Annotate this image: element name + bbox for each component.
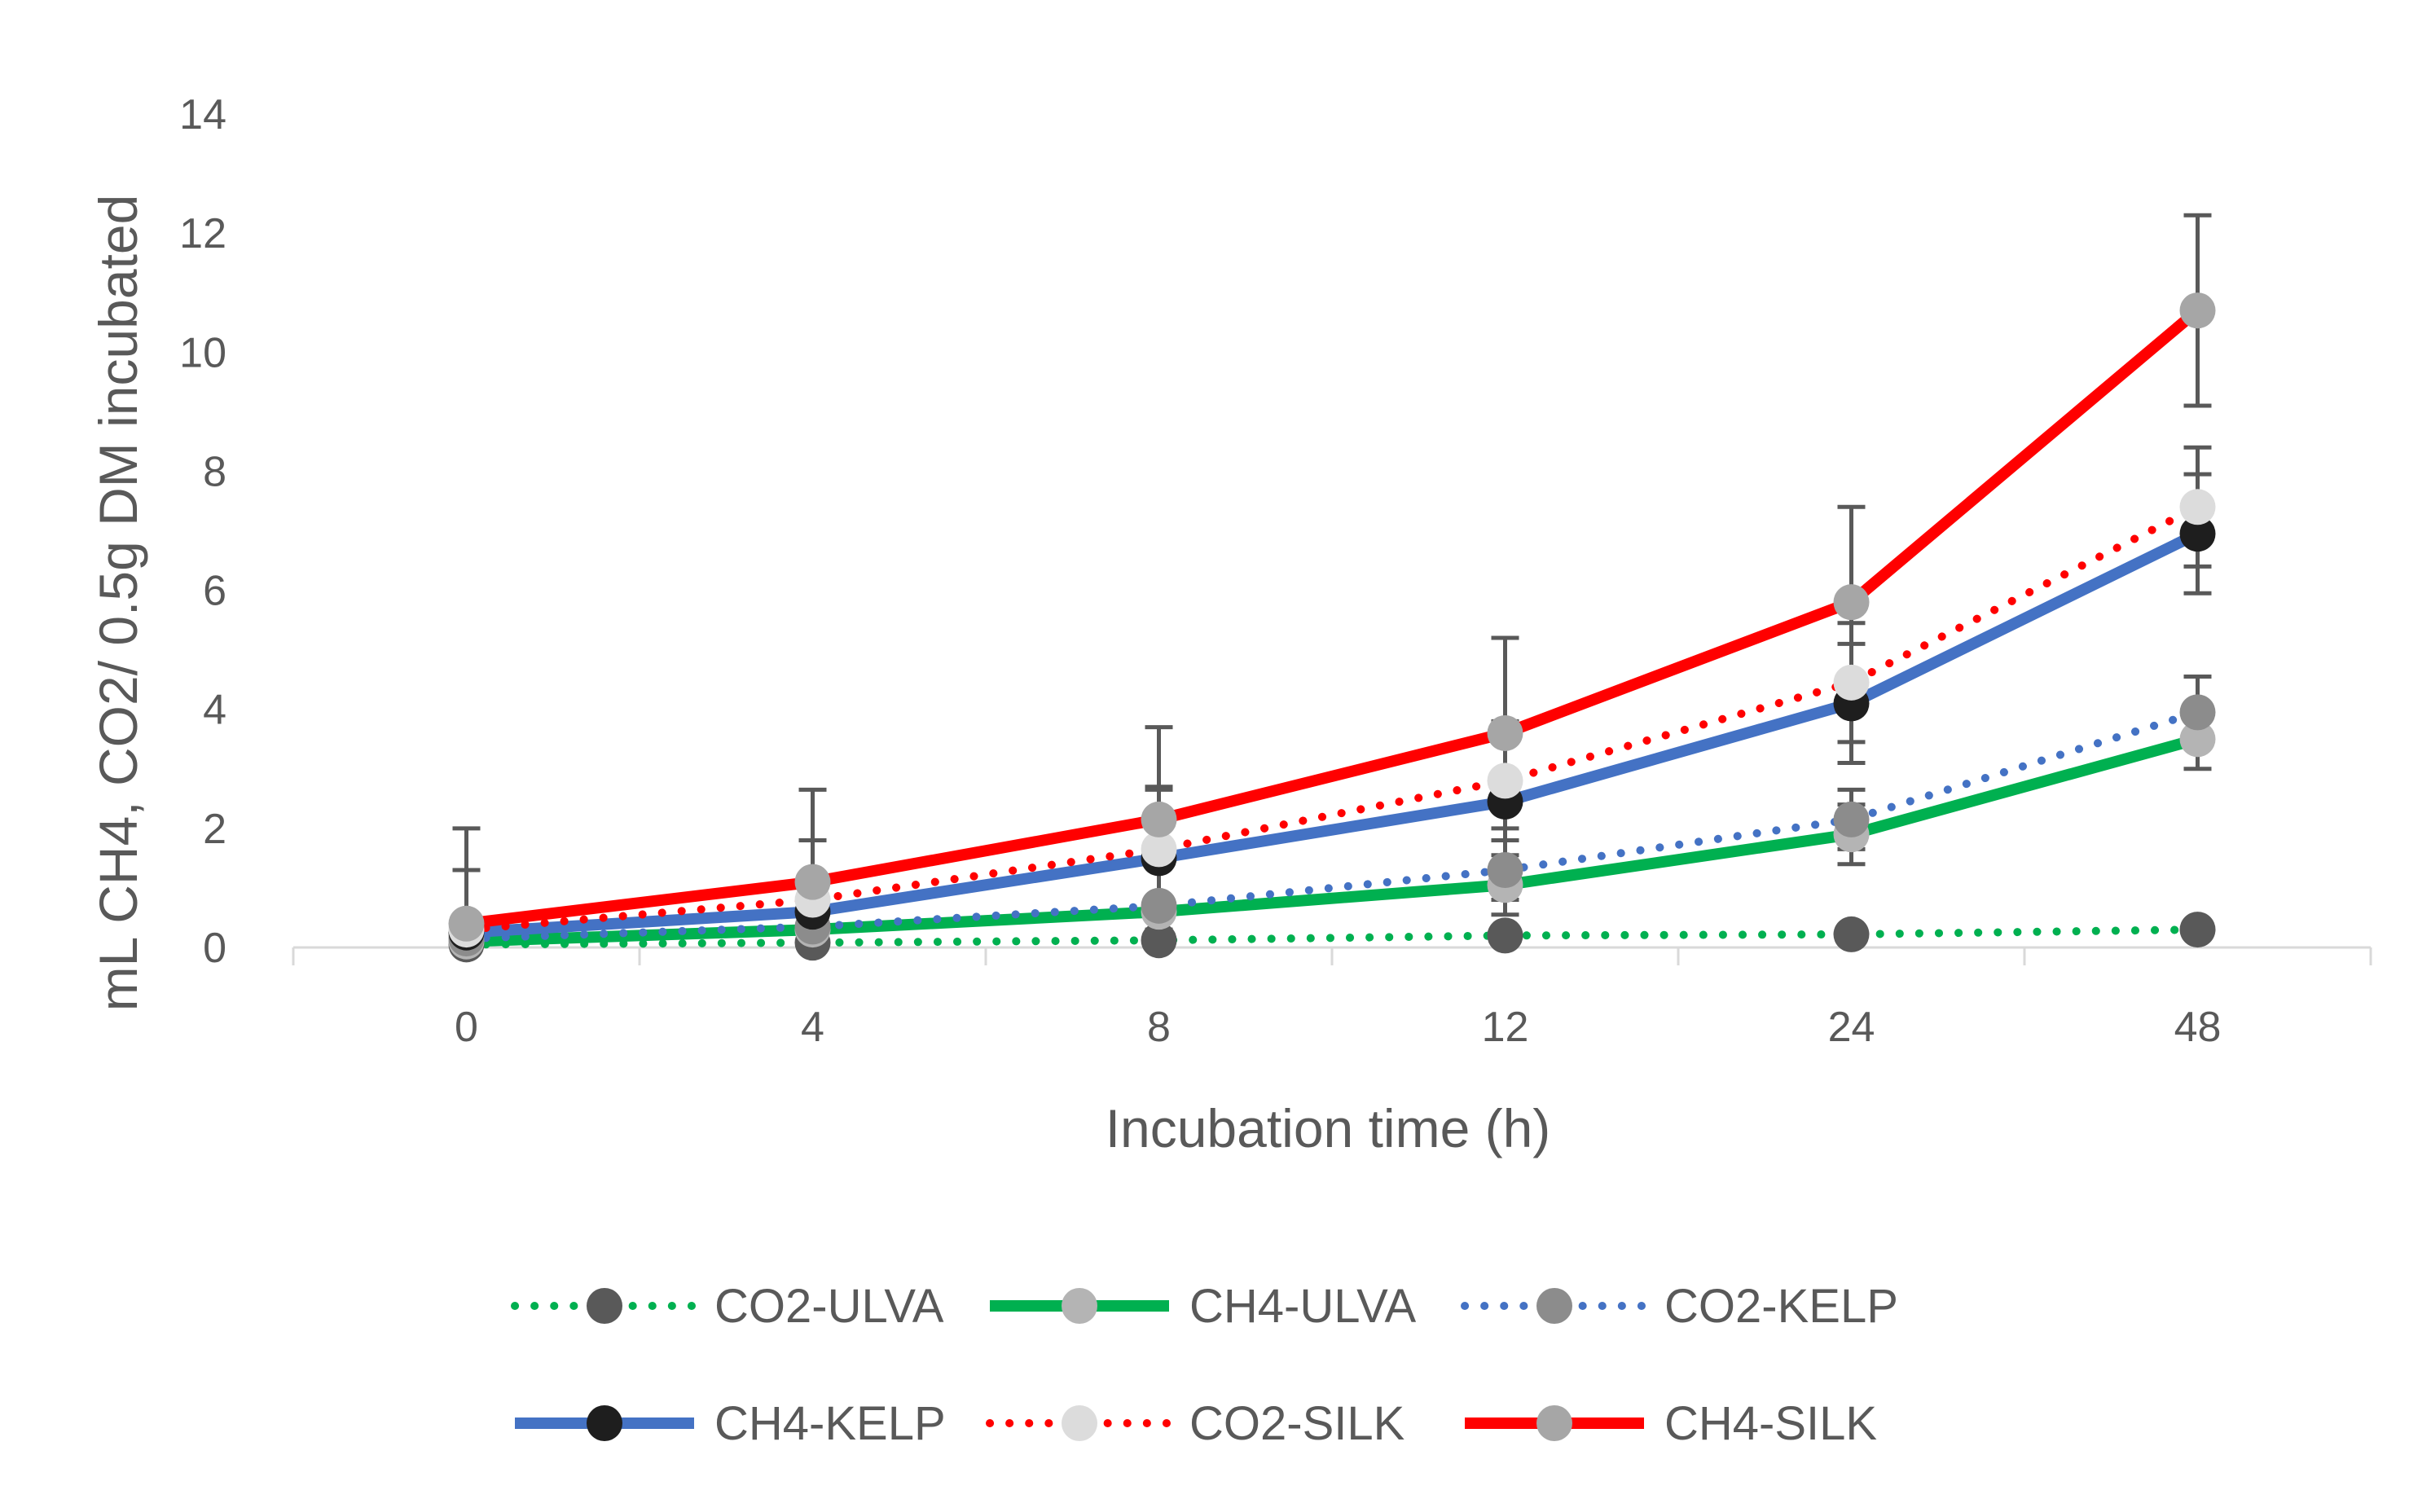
y-tick-label: 14 bbox=[179, 91, 226, 138]
data-point bbox=[2179, 489, 2216, 525]
data-point bbox=[1141, 887, 1177, 924]
legend-entry: CO2-SILK bbox=[986, 1397, 1405, 1450]
data-point bbox=[794, 864, 831, 900]
x-tick-label: 0 bbox=[455, 1004, 478, 1051]
data-point bbox=[1141, 801, 1177, 837]
series-line bbox=[462, 503, 2202, 934]
data-point bbox=[1141, 922, 1177, 959]
legend-marker bbox=[1062, 1405, 1097, 1441]
y-tick-label: 6 bbox=[203, 568, 226, 615]
legend-label: CH4-ULVA bbox=[1189, 1280, 1417, 1333]
x-tick-label: 12 bbox=[1482, 1004, 1529, 1051]
legend-label: CO2-SILK bbox=[1189, 1397, 1405, 1450]
axes bbox=[292, 946, 2372, 965]
y-tick-label: 10 bbox=[179, 329, 226, 376]
series-line bbox=[460, 733, 2204, 947]
y-tick-label: 2 bbox=[203, 806, 226, 853]
data-point bbox=[1141, 831, 1177, 868]
series-line bbox=[460, 528, 2204, 938]
legend-label: CH4-KELP bbox=[714, 1397, 946, 1450]
data-point bbox=[2179, 721, 2216, 758]
data-point bbox=[2179, 292, 2216, 329]
series-line bbox=[462, 708, 2202, 943]
data-point bbox=[1487, 714, 1523, 751]
x-tick-label: 4 bbox=[801, 1004, 824, 1051]
y-axis-title: mL CH4, CO2/ 0.5g DM incubated bbox=[88, 195, 148, 1012]
data-point bbox=[1833, 916, 1870, 952]
legend-entry: CH4-ULVA bbox=[990, 1280, 1417, 1333]
data-point bbox=[1487, 852, 1523, 889]
y-tick-label: 0 bbox=[203, 925, 226, 972]
x-tick-label: 48 bbox=[2174, 1004, 2222, 1051]
legend-entry: CH4-SILK bbox=[1465, 1397, 1877, 1450]
legend-marker bbox=[587, 1405, 622, 1441]
legend-marker bbox=[1536, 1405, 1572, 1441]
data-point bbox=[1833, 664, 1870, 701]
legend: CO2-ULVA CH4-ULVA CO2-KELP CH4-KELP CO2-SILK… bbox=[511, 1280, 1898, 1450]
legend-marker bbox=[1536, 1288, 1572, 1324]
x-tick-label: 8 bbox=[1147, 1004, 1171, 1051]
data-point bbox=[1487, 917, 1523, 954]
y-tick-label: 4 bbox=[203, 687, 226, 734]
legend-label: CH4-SILK bbox=[1664, 1397, 1877, 1450]
legend-entry: CH4-KELP bbox=[515, 1397, 946, 1450]
x-axis-title: Incubation time (h) bbox=[1106, 1098, 1551, 1158]
data-point bbox=[448, 905, 485, 942]
legend-label: CO2-ULVA bbox=[714, 1280, 944, 1333]
legend-entry: CO2-ULVA bbox=[511, 1280, 944, 1333]
data-point bbox=[2179, 912, 2216, 948]
series-line bbox=[460, 305, 2204, 930]
error-bars bbox=[452, 213, 2212, 950]
data-point bbox=[2179, 516, 2216, 552]
y-tick-label: 8 bbox=[203, 448, 226, 495]
y-tick-label: 12 bbox=[179, 210, 226, 257]
data-point bbox=[1833, 584, 1870, 621]
x-tick-label: 24 bbox=[1828, 1004, 1875, 1051]
series-line bbox=[462, 925, 2202, 949]
legend-marker bbox=[1062, 1288, 1097, 1324]
series-markers bbox=[448, 292, 2216, 963]
data-point bbox=[1833, 801, 1870, 837]
legend-label: CO2-KELP bbox=[1664, 1280, 1898, 1333]
series-lines bbox=[460, 305, 2204, 949]
data-point bbox=[1487, 763, 1523, 799]
legend-entry: CO2-KELP bbox=[1461, 1280, 1898, 1333]
legend-marker bbox=[587, 1288, 622, 1324]
data-point bbox=[2179, 694, 2216, 731]
